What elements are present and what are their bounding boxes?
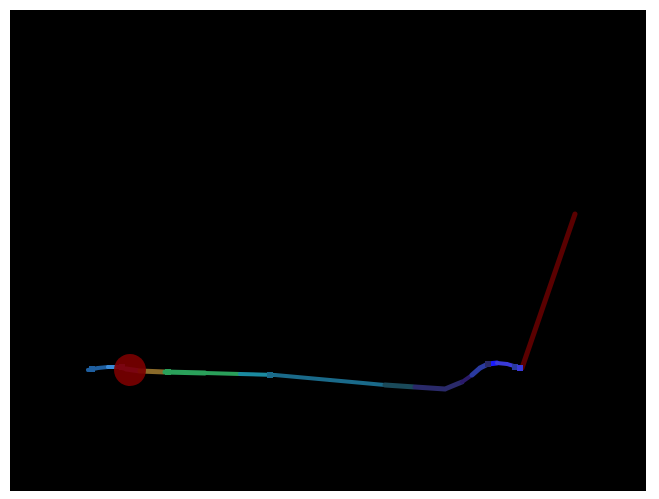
trajectory-segment — [412, 384, 448, 392]
trajectory-segment — [203, 371, 242, 376]
trajectory-point — [165, 369, 171, 375]
trajectory-segment — [519, 211, 578, 371]
trajectory-path — [86, 211, 578, 392]
trajectory-point — [512, 364, 518, 370]
trajectory-segment — [273, 373, 332, 382]
trajectory-segment — [382, 382, 418, 390]
trajectory-point — [89, 366, 95, 372]
trajectory-segment — [328, 378, 387, 387]
agent-marker — [114, 354, 146, 386]
trajectory-segment — [442, 379, 465, 392]
trajectory-point — [485, 361, 491, 367]
trajectory-point — [517, 365, 523, 371]
trajectory-point — [267, 372, 273, 378]
viewport-canvas — [10, 10, 646, 491]
trajectory-segment — [162, 369, 208, 376]
